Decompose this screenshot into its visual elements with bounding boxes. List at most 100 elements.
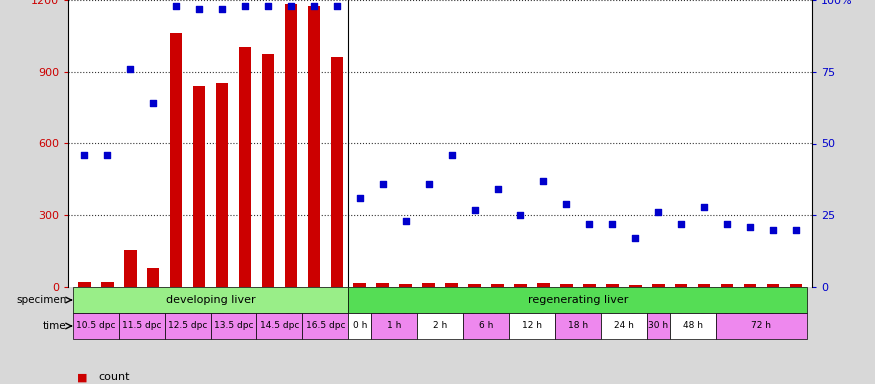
Bar (555, 313, 601, 339)
Bar (262, 54, 274, 287)
Text: 30 h: 30 h (648, 321, 668, 331)
Bar (468, 284, 481, 287)
Text: 11.5 dpc: 11.5 dpc (122, 321, 162, 331)
Text: 6 h: 6 h (479, 321, 494, 331)
Point (261, 3, 275, 9)
Text: 14.5 dpc: 14.5 dpc (260, 321, 299, 331)
Bar (629, 285, 641, 287)
Text: 18 h: 18 h (568, 321, 588, 331)
Point (307, 3, 321, 9)
Point (766, 227, 780, 233)
Bar (307, 6, 320, 287)
Point (628, 235, 642, 241)
Point (422, 180, 436, 187)
Point (697, 204, 711, 210)
Bar (376, 283, 389, 287)
Bar (348, 313, 371, 339)
Bar (652, 284, 664, 287)
Bar (744, 284, 756, 287)
Bar (303, 313, 348, 339)
Bar (348, 287, 808, 313)
Point (444, 152, 458, 158)
Point (491, 186, 505, 192)
Bar (463, 313, 509, 339)
Bar (211, 313, 256, 339)
Bar (147, 268, 159, 287)
Bar (601, 313, 647, 339)
Text: 0 h: 0 h (353, 321, 367, 331)
Bar (647, 313, 669, 339)
Bar (371, 313, 417, 339)
Bar (560, 284, 573, 287)
Point (399, 218, 413, 224)
Bar (192, 86, 206, 287)
Text: 48 h: 48 h (682, 321, 703, 331)
Bar (606, 284, 619, 287)
Bar (124, 250, 136, 287)
Point (169, 3, 183, 9)
Bar (766, 284, 780, 287)
Point (77, 152, 91, 158)
Text: count: count (99, 372, 130, 382)
Point (375, 180, 389, 187)
Point (467, 207, 481, 213)
Point (353, 195, 367, 201)
Point (536, 178, 550, 184)
Text: regenerating liver: regenerating liver (528, 295, 628, 305)
Bar (417, 313, 463, 339)
Bar (354, 283, 366, 287)
Point (330, 3, 344, 9)
Point (146, 100, 160, 106)
Bar (216, 83, 228, 287)
Bar (101, 282, 114, 287)
Bar (331, 57, 343, 287)
Bar (514, 284, 527, 287)
Point (101, 152, 115, 158)
Bar (284, 3, 298, 287)
Text: time: time (43, 321, 66, 331)
Bar (164, 313, 211, 339)
Point (583, 221, 597, 227)
Bar (697, 284, 710, 287)
Bar (789, 284, 802, 287)
Bar (119, 313, 164, 339)
Point (651, 209, 665, 215)
Bar (73, 313, 119, 339)
Bar (583, 284, 596, 287)
Bar (509, 313, 555, 339)
Text: 1 h: 1 h (387, 321, 402, 331)
Point (606, 221, 620, 227)
Bar (716, 313, 808, 339)
Bar (537, 283, 550, 287)
Text: 16.5 dpc: 16.5 dpc (305, 321, 345, 331)
Bar (669, 313, 716, 339)
Text: 12.5 dpc: 12.5 dpc (168, 321, 207, 331)
Point (720, 221, 734, 227)
Point (514, 212, 528, 218)
Text: specimen: specimen (16, 295, 66, 305)
Bar (239, 46, 251, 287)
Bar (423, 283, 435, 287)
Bar (170, 33, 183, 287)
Text: 2 h: 2 h (433, 321, 447, 331)
Bar (78, 282, 91, 287)
Text: 24 h: 24 h (614, 321, 634, 331)
Bar (675, 284, 688, 287)
Text: ■: ■ (77, 372, 88, 382)
Point (674, 221, 688, 227)
Text: 12 h: 12 h (522, 321, 542, 331)
Text: developing liver: developing liver (165, 295, 256, 305)
Bar (491, 284, 504, 287)
Bar (256, 313, 303, 339)
Point (559, 201, 573, 207)
Bar (721, 284, 733, 287)
Point (192, 5, 206, 12)
Text: 13.5 dpc: 13.5 dpc (214, 321, 253, 331)
Text: 72 h: 72 h (752, 321, 772, 331)
Point (215, 5, 229, 12)
Point (743, 223, 757, 230)
Bar (445, 283, 458, 287)
Point (238, 3, 252, 9)
Point (284, 3, 298, 9)
Point (789, 227, 803, 233)
